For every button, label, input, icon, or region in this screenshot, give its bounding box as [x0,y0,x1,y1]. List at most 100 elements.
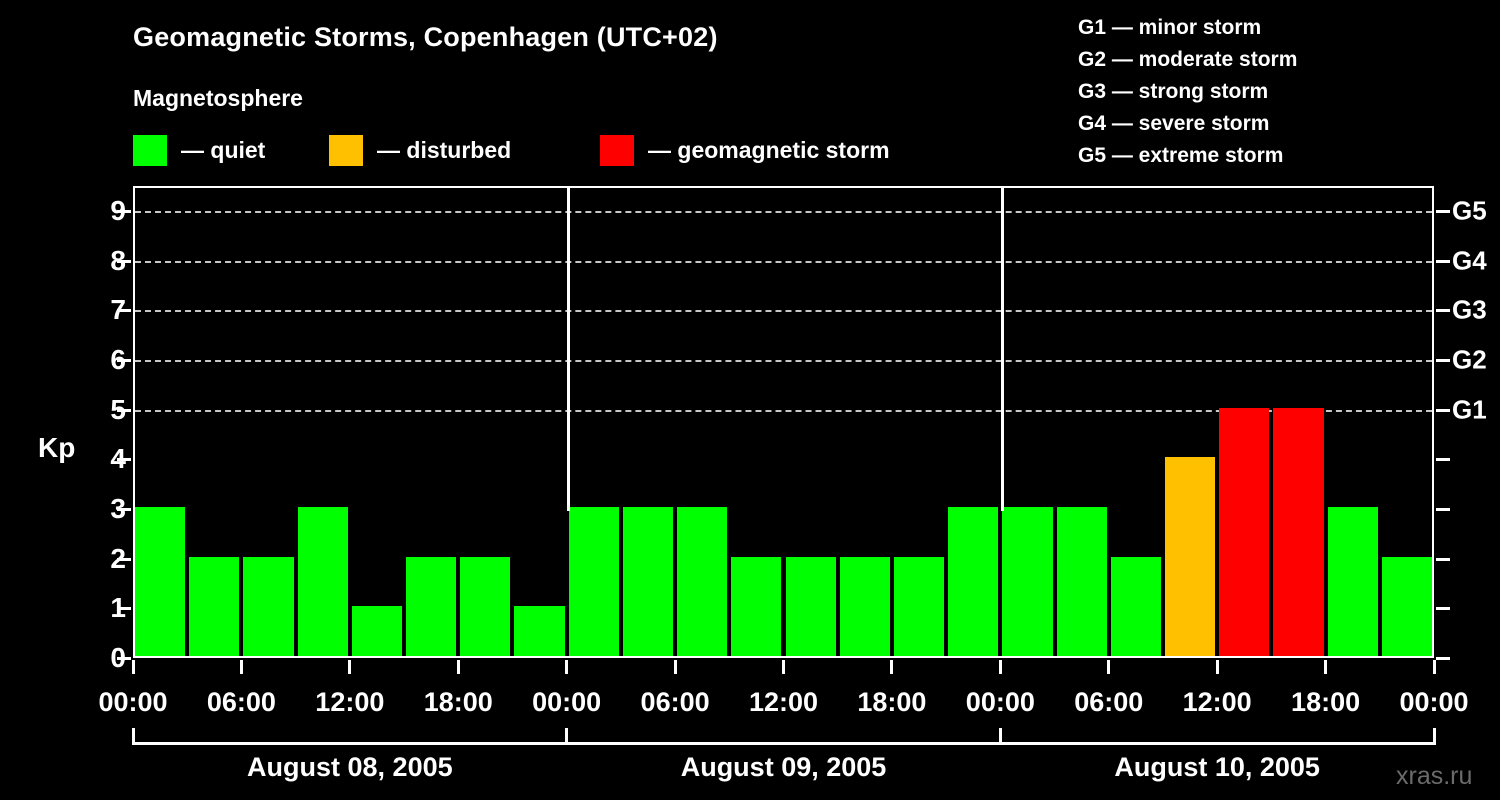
day-axis-tick [998,728,1002,745]
x-axis-tick [673,660,677,674]
x-axis-tick [1324,660,1328,674]
page-title: Geomagnetic Storms, Copenhagen (UTC+02) [133,22,718,52]
bar[interactable] [677,506,728,656]
legend-label: — disturbed [377,136,512,163]
gridline [135,260,1432,263]
y-axis-tick [117,657,131,660]
bar[interactable] [135,506,186,656]
x-axis-tick [1107,660,1111,674]
bar[interactable] [839,556,890,656]
y-axis-tick [117,209,131,213]
right-axis-label: G1 [1452,394,1487,425]
right-axis-tick [1436,259,1450,263]
bar[interactable] [514,606,565,656]
x-axis-tick [348,660,352,674]
bar[interactable] [297,506,348,656]
day-separator [567,188,571,511]
legend-swatch [600,134,634,166]
bar[interactable] [1381,556,1432,656]
x-axis-label: 00:00 [965,687,1035,717]
y-axis-tick [117,607,131,611]
day-label: August 09, 2005 [680,752,887,782]
right-axis-tick [1436,408,1450,412]
legend-swatch [329,134,363,166]
day-axis-tick [131,728,135,745]
bar[interactable] [1327,506,1378,656]
x-axis-label: 00:00 [532,687,602,717]
bar[interactable] [460,556,511,656]
right-axis-label: G3 [1452,294,1487,325]
gscale-item: G4 — severe storm [1078,112,1270,135]
bar[interactable] [1273,407,1324,656]
right-axis-label: G5 [1452,195,1487,226]
bar[interactable] [1110,556,1161,656]
bar[interactable] [189,556,240,656]
right-axis-label: G2 [1452,344,1487,375]
bar[interactable] [243,556,294,656]
gscale-item: G1 — minor storm [1078,16,1262,39]
right-axis-tick [1436,507,1450,511]
y-axis-tick [117,458,131,462]
legend-item: — quiet [133,133,265,167]
magnetosphere-label: Magnetosphere [133,85,303,111]
x-axis-tick [456,660,460,674]
bar[interactable] [622,506,674,656]
plot-area [133,186,1434,658]
y-axis-title: Kp [38,432,76,463]
x-axis-tick [565,660,569,674]
y-axis-tick [117,507,131,511]
x-axis-label: 00:00 [1399,687,1469,717]
x-axis-label: 18:00 [1291,687,1361,717]
day-label: August 10, 2005 [1114,752,1320,782]
gscale-item: G3 — strong storm [1078,80,1269,103]
day-axis-line [133,742,1434,745]
day-label: August 08, 2005 [247,752,453,782]
y-axis-tick [117,309,131,313]
legend-item: — disturbed [329,133,511,167]
gridline [135,409,1432,412]
x-axis-tick [131,660,135,674]
legend-item: — geomagnetic storm [600,133,890,167]
bar[interactable] [406,556,457,656]
x-axis-tick [890,660,894,674]
x-axis-label: 18:00 [857,687,927,717]
bar[interactable] [893,556,945,656]
x-axis-label: 06:00 [1074,687,1144,717]
y-axis-tick [117,259,131,263]
gridline [135,310,1432,313]
bar[interactable] [1219,407,1270,656]
gridline [135,210,1432,213]
y-axis-tick [117,408,131,412]
bar[interactable] [351,606,403,656]
bar[interactable] [785,556,836,656]
x-axis-tick [782,660,785,674]
right-axis-tick [1436,358,1450,362]
bar[interactable] [568,506,619,656]
x-axis-label: 12:00 [1182,687,1252,717]
legend-label: — geomagnetic storm [648,136,890,163]
gscale-legend: G1 — minor storm G2 — moderate storm G3 — … [1078,12,1297,172]
x-axis-tick [1215,660,1219,674]
right-axis-label: G4 [1452,245,1487,276]
day-separator [1000,188,1004,511]
right-axis-tick [1436,607,1450,611]
bar[interactable] [731,556,782,656]
gscale-item: G2 — moderate storm [1078,48,1298,71]
bar[interactable] [948,506,999,656]
x-axis-label: 12:00 [315,687,385,717]
x-axis-tick [239,660,243,674]
watermark: xras.ru [1396,762,1473,790]
right-axis-tick [1436,657,1450,660]
bar[interactable] [1002,506,1053,656]
bar[interactable] [1056,506,1107,656]
right-axis-tick [1436,209,1450,213]
x-axis-tick [1432,660,1436,674]
right-axis-tick [1436,309,1450,313]
bar[interactable] [1164,457,1216,656]
x-axis-tick [998,660,1002,674]
y-axis-tick [117,358,131,362]
legend-label: — quiet [181,136,266,163]
y-axis-tick [117,557,131,561]
x-axis-label: 06:00 [206,687,276,717]
